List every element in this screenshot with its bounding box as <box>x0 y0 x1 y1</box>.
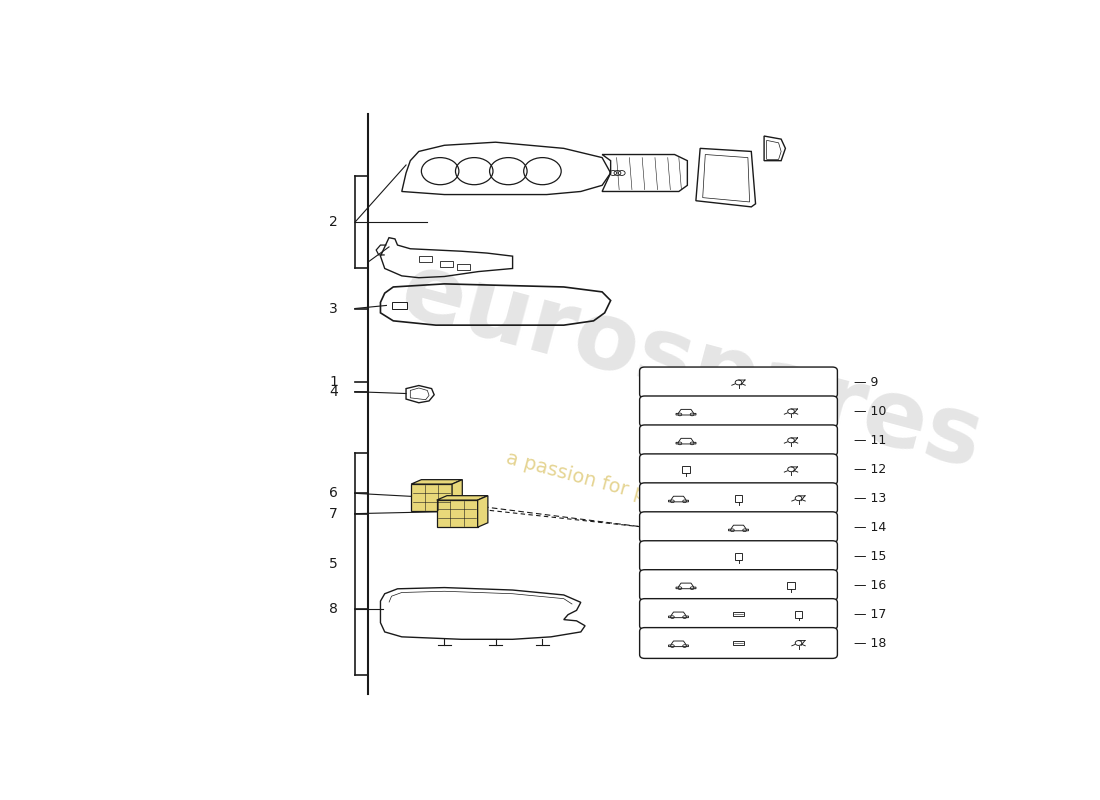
FancyBboxPatch shape <box>639 570 837 601</box>
FancyBboxPatch shape <box>639 367 837 398</box>
FancyBboxPatch shape <box>639 598 837 630</box>
Text: — 9: — 9 <box>854 376 878 389</box>
Bar <box>419 256 431 262</box>
Text: 3: 3 <box>329 302 338 315</box>
Bar <box>733 641 744 646</box>
Text: 1: 1 <box>329 375 338 390</box>
FancyBboxPatch shape <box>639 628 837 658</box>
FancyBboxPatch shape <box>639 396 837 426</box>
Text: 5: 5 <box>329 557 338 571</box>
Text: 7: 7 <box>329 506 338 521</box>
Polygon shape <box>437 496 488 500</box>
Text: a passion for parts since 1985: a passion for parts since 1985 <box>504 449 794 544</box>
Text: — 17: — 17 <box>854 607 886 621</box>
Bar <box>440 261 453 267</box>
Text: — 11: — 11 <box>854 434 886 447</box>
Text: — 10: — 10 <box>854 405 886 418</box>
FancyBboxPatch shape <box>639 512 837 542</box>
Text: — 16: — 16 <box>854 578 886 592</box>
Text: 4: 4 <box>329 385 338 398</box>
Polygon shape <box>437 500 477 527</box>
FancyBboxPatch shape <box>639 425 837 456</box>
Text: eurospares: eurospares <box>392 246 992 489</box>
Bar <box>733 612 744 616</box>
FancyBboxPatch shape <box>639 541 837 571</box>
Polygon shape <box>411 480 462 484</box>
Bar <box>458 263 470 270</box>
Polygon shape <box>411 484 452 511</box>
Text: — 18: — 18 <box>854 637 886 650</box>
Polygon shape <box>477 496 488 527</box>
Text: 2: 2 <box>329 215 338 230</box>
FancyBboxPatch shape <box>639 454 837 485</box>
FancyBboxPatch shape <box>639 483 837 514</box>
Text: — 13: — 13 <box>854 492 886 505</box>
Text: 6: 6 <box>329 486 338 500</box>
Polygon shape <box>452 480 462 511</box>
Text: 8: 8 <box>329 602 338 615</box>
Text: — 15: — 15 <box>854 550 886 562</box>
Bar <box>392 302 407 309</box>
Text: — 14: — 14 <box>854 521 886 534</box>
Text: — 12: — 12 <box>854 462 886 476</box>
